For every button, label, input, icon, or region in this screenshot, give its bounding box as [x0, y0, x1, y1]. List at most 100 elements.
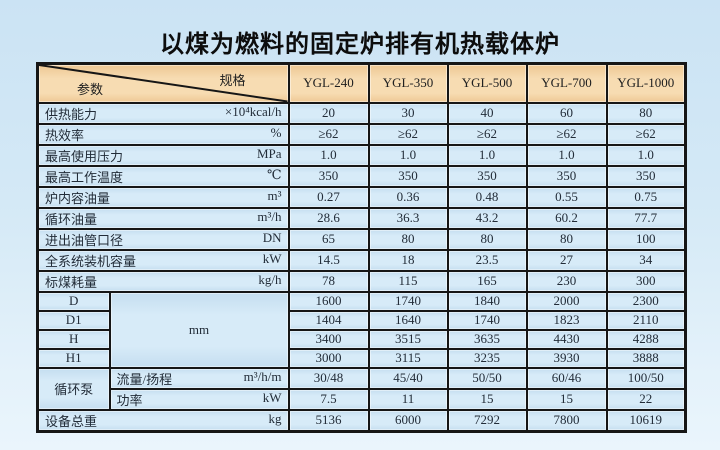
- dimension-label-cell: D: [36, 290, 111, 312]
- value-cell: 1740: [446, 309, 528, 331]
- diagonal-line: [39, 65, 288, 102]
- spec-table: 规格 参数 YGL-240 YGL-350 YGL-500 YGL-700 YGL-1000…: [36, 62, 687, 433]
- table-row: 进出油管口径 DN 65 80 80 80 100: [36, 227, 687, 251]
- value-cell: 3635: [446, 328, 528, 350]
- value-cell: 60.2: [525, 206, 608, 230]
- value-cell: 40: [446, 101, 528, 125]
- param-unit: DN: [262, 229, 282, 245]
- table-row: 循环泵 流量/扬程 m³/h/m 30/48 45/40 50/50 60/46 100/50: [36, 366, 687, 411]
- param-cell: 全系统装机容量 kW: [36, 248, 290, 272]
- value-cell: 7800: [525, 408, 608, 432]
- param-unit: kg/h: [258, 271, 282, 287]
- value-cell: 0.36: [367, 185, 449, 209]
- value-cell: 7.5: [287, 387, 370, 411]
- value-cell: 3930: [525, 347, 608, 369]
- value-cell: 1600: [287, 290, 370, 312]
- param-cell: 流量/扬程 m³/h/m: [108, 366, 290, 390]
- value-cell: 30: [367, 101, 449, 125]
- value-cell: ≥62: [446, 122, 528, 146]
- value-cell: 3000: [287, 347, 370, 369]
- param-unit: kg: [268, 410, 282, 426]
- value-cell: 1.0: [367, 143, 449, 167]
- param-unit: ×10⁴kcal/h: [224, 103, 282, 119]
- value-cell: 80: [367, 227, 449, 251]
- param-label: 最高使用压力: [45, 148, 124, 164]
- table-row: 标煤耗量 kg/h 78 115 165 230 300: [36, 269, 687, 293]
- value-cell: 5136: [287, 408, 370, 432]
- value-cell: 36.3: [367, 206, 449, 230]
- value-cell: 1.0: [446, 143, 528, 167]
- value-cell: 2000: [525, 290, 608, 312]
- value-cell: 45/40: [367, 366, 449, 390]
- value-cell: 7292: [446, 408, 528, 432]
- param-label: 炉内容油量: [45, 190, 111, 206]
- param-unit: MPa: [256, 145, 282, 161]
- param-unit: m³/h: [257, 208, 282, 224]
- value-cell: 300: [605, 269, 687, 293]
- value-cell: 78: [287, 269, 370, 293]
- value-cell: 60/46: [525, 366, 608, 390]
- value-cell: 3115: [367, 347, 449, 369]
- page-title: 以煤为燃料的固定炉排有机热载体炉: [160, 30, 560, 58]
- value-cell: 2110: [605, 309, 687, 331]
- value-cell: 1.0: [287, 143, 370, 167]
- value-cell: 60: [525, 101, 608, 125]
- param-label: 供热能力: [45, 106, 98, 122]
- value-cell: 10619: [605, 408, 687, 432]
- param-label: 流量/扬程: [116, 371, 173, 387]
- value-cell: 350: [287, 164, 370, 188]
- dimension-label-cell: H1: [36, 347, 111, 369]
- table-row: H1 3000 3115 3235 3930 3888: [36, 347, 687, 369]
- param-unit: %: [270, 124, 282, 140]
- value-cell: 15: [446, 387, 528, 411]
- value-cell: 0.27: [287, 185, 370, 209]
- param-unit: m³: [267, 187, 282, 203]
- value-cell: 3235: [446, 347, 528, 369]
- table-row: 炉内容油量 m³ 0.27 0.36 0.48 0.55 0.75: [36, 185, 687, 209]
- value-cell: 1740: [367, 290, 449, 312]
- table-row: H 3400 3515 3635 4430 4288: [36, 328, 687, 350]
- value-cell: 28.6: [287, 206, 370, 230]
- value-cell: 20: [287, 101, 370, 125]
- value-cell: 18: [367, 248, 449, 272]
- param-unit: kW: [262, 250, 282, 266]
- value-cell: 350: [367, 164, 449, 188]
- dimension-unit-cell: mm: [108, 290, 290, 369]
- param-cell: 设备总重 kg: [36, 408, 290, 432]
- value-cell: 22: [605, 387, 687, 411]
- value-cell: 50/50: [446, 366, 528, 390]
- value-cell: 1.0: [605, 143, 687, 167]
- value-cell: 27: [525, 248, 608, 272]
- value-cell: 230: [525, 269, 608, 293]
- value-cell: 15: [525, 387, 608, 411]
- value-cell: 11: [367, 387, 449, 411]
- table-row: 供热能力 ×10⁴kcal/h 20 30 40 60 80: [36, 101, 687, 125]
- param-cell: 功率 kW: [108, 387, 290, 411]
- value-cell: 4288: [605, 328, 687, 350]
- value-cell: 0.48: [446, 185, 528, 209]
- model-header: YGL-700: [525, 62, 608, 104]
- dimension-label-cell: D1: [36, 309, 111, 331]
- value-cell: 4430: [525, 328, 608, 350]
- value-cell: 6000: [367, 408, 449, 432]
- value-cell: 23.5: [446, 248, 528, 272]
- param-label: 最高工作温度: [45, 169, 124, 185]
- value-cell: ≥62: [367, 122, 449, 146]
- corner-spec-label: 规格: [219, 73, 246, 88]
- value-cell: 100: [605, 227, 687, 251]
- param-label: 全系统装机容量: [45, 253, 137, 269]
- value-cell: 65: [287, 227, 370, 251]
- value-cell: 1404: [287, 309, 370, 331]
- param-label: 设备总重: [45, 413, 98, 429]
- model-header: YGL-1000: [605, 62, 687, 104]
- param-label: 循环油量: [45, 211, 98, 227]
- value-cell: 43.2: [446, 206, 528, 230]
- value-cell: 1840: [446, 290, 528, 312]
- value-cell: 1823: [525, 309, 608, 331]
- value-cell: 34: [605, 248, 687, 272]
- value-cell: 350: [525, 164, 608, 188]
- param-cell: 进出油管口径 DN: [36, 227, 290, 251]
- value-cell: 30/48: [287, 366, 370, 390]
